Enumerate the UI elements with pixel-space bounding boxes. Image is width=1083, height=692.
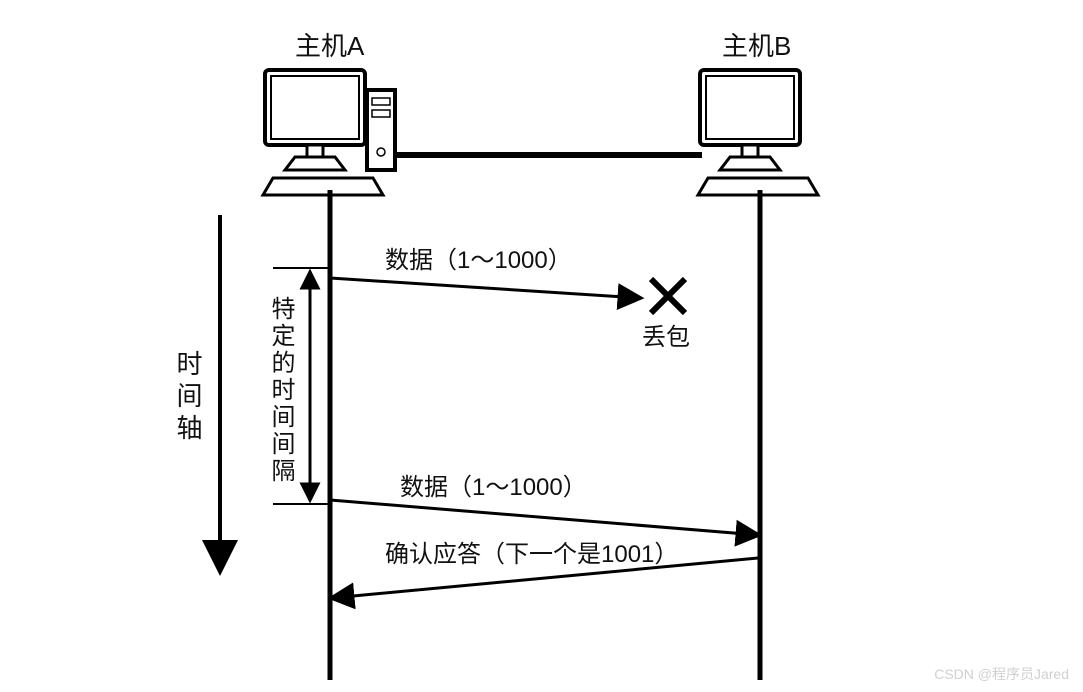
- send2-arrow: [330, 500, 758, 535]
- host-a-label: 主机A: [295, 31, 365, 61]
- host-b-icon: [698, 70, 818, 195]
- watermark-text: CSDN @程序员Jared: [934, 664, 1069, 684]
- host-a-icon: [263, 70, 395, 195]
- send2-label: 数据（1～1000）: [400, 474, 587, 501]
- diagram-canvas: 主机A 主机B 数据（1～1000） 丢包 数据（1～1000） 确认应答（下一…: [0, 0, 1083, 692]
- lost-label: 丢包: [642, 324, 690, 351]
- send1-arrow: [330, 278, 640, 298]
- ack-label: 确认应答（下一个是1001）: [385, 541, 678, 568]
- send1-label: 数据（1～1000）: [385, 247, 572, 274]
- lost-x-icon: [651, 279, 685, 313]
- host-b-label: 主机B: [722, 31, 791, 61]
- time-axis-label: 时间轴: [170, 350, 207, 446]
- interval-label: 特定的时间间隔: [263, 296, 298, 485]
